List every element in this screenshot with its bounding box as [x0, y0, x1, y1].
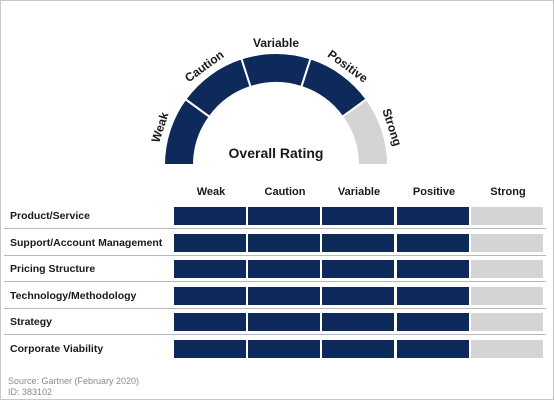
gauge-segment-variable — [240, 52, 312, 89]
rating-cell-positive — [397, 340, 469, 358]
rating-cell-strong — [471, 340, 543, 358]
rating-cell-variable — [322, 313, 394, 331]
rating-cell-strong — [471, 207, 543, 225]
rating-cell-strong — [471, 234, 543, 252]
rating-cell-weak — [174, 340, 246, 358]
rating-cell-positive — [397, 260, 469, 278]
rating-cell-weak — [174, 287, 246, 305]
rating-cell-weak — [174, 260, 246, 278]
rating-cell-strong — [471, 313, 543, 331]
table-row: Corporate Viability — [4, 336, 546, 362]
row-label: Pricing Structure — [10, 263, 96, 275]
rating-cell-weak — [174, 207, 246, 225]
column-header-positive: Positive — [412, 186, 456, 198]
table-row: Pricing Structure — [4, 256, 546, 282]
gauge-label-variable: Variable — [253, 36, 299, 50]
row-label: Strategy — [10, 316, 53, 328]
id-line: ID: 383102 — [8, 387, 53, 397]
rating-cell-positive — [397, 287, 469, 305]
rating-cell-variable — [322, 234, 394, 252]
row-divider — [4, 308, 546, 309]
rating-cell-caution — [248, 287, 320, 305]
rating-cell-variable — [322, 340, 394, 358]
row-label: Corporate Viability — [10, 343, 104, 355]
rating-cell-positive — [397, 207, 469, 225]
rating-cell-positive — [397, 313, 469, 331]
rating-cell-weak — [174, 313, 246, 331]
column-header-strong: Strong — [490, 186, 526, 198]
rating-cell-caution — [248, 260, 320, 278]
gauge-title: Overall Rating — [229, 145, 324, 161]
rating-cell-strong — [471, 287, 543, 305]
rating-cell-variable — [322, 287, 394, 305]
table-row: Support/Account Management — [4, 230, 546, 256]
rating-cell-variable — [322, 207, 394, 225]
row-label: Technology/Methodology — [10, 290, 137, 302]
row-divider — [4, 228, 546, 229]
row-divider — [4, 255, 546, 256]
source-line: Source: Gartner (February 2020) — [8, 376, 140, 386]
rating-cell-caution — [248, 340, 320, 358]
rating-cell-positive — [397, 234, 469, 252]
rating-cell-caution — [248, 207, 320, 225]
rating-cell-variable — [322, 260, 394, 278]
column-header-variable: Variable — [337, 186, 381, 198]
rating-cell-caution — [248, 313, 320, 331]
overall-rating-gauge: WeakCautionVariablePositiveStrongOverall… — [149, 36, 405, 166]
column-header-weak: Weak — [196, 186, 226, 198]
rating-cell-strong — [471, 260, 543, 278]
gauge-segment-strong — [340, 97, 390, 166]
row-label: Support/Account Management — [10, 237, 163, 249]
table-row: Technology/Methodology — [4, 283, 546, 309]
table-row: Strategy — [4, 309, 546, 335]
row-label: Product/Service — [10, 210, 90, 222]
column-header-caution: Caution — [264, 186, 306, 198]
row-divider — [4, 334, 546, 335]
row-divider — [4, 281, 546, 282]
rating-cell-weak — [174, 234, 246, 252]
rating-cell-caution — [248, 234, 320, 252]
table-row: Product/Service — [4, 203, 546, 229]
